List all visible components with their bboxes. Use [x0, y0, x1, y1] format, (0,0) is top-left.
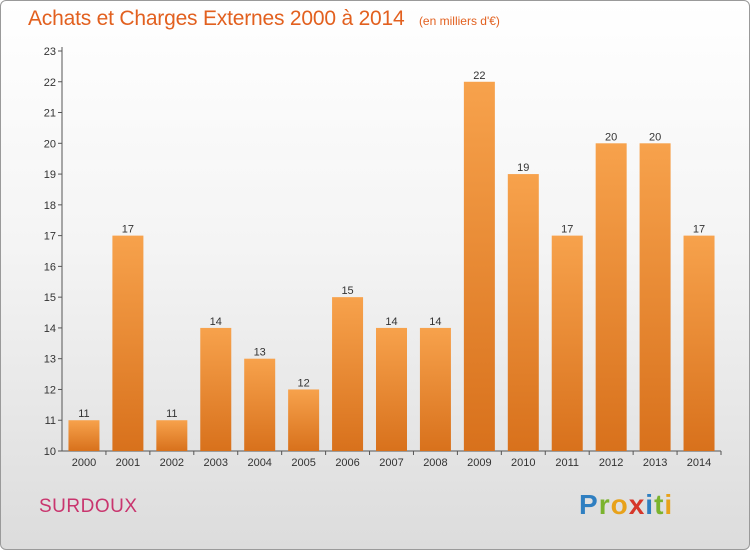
- data-label: 14: [210, 316, 222, 328]
- data-label: 19: [517, 162, 529, 174]
- x-tick-label: 2012: [599, 457, 623, 469]
- y-tick-label: 21: [44, 108, 56, 120]
- bar: [376, 327, 407, 451]
- logo-letter: r: [598, 489, 611, 520]
- x-tick-label: 2005: [291, 457, 315, 469]
- x-tick-label: 2013: [643, 457, 667, 469]
- x-tick-label: 2008: [423, 457, 447, 469]
- bar: [639, 143, 671, 452]
- x-tick-label: 2003: [204, 457, 228, 469]
- data-label: 11: [78, 408, 89, 420]
- y-tick-label: 13: [44, 354, 56, 366]
- y-tick-label: 15: [44, 292, 56, 304]
- chart-title: Achats et Charges Externes 2000 à 2014: [28, 7, 405, 30]
- y-tick-label: 14: [44, 323, 56, 335]
- x-tick-label: 2011: [555, 457, 579, 469]
- bar: [419, 327, 451, 451]
- bar: [244, 358, 276, 451]
- data-label: 11: [166, 408, 177, 420]
- data-label: 15: [341, 285, 353, 297]
- x-tick-label: 2000: [72, 457, 96, 469]
- y-tick-label: 23: [44, 46, 56, 58]
- bar: [595, 143, 627, 452]
- data-label: 17: [122, 224, 134, 236]
- data-label: 17: [561, 224, 573, 236]
- bar: [200, 327, 232, 451]
- data-label: 17: [693, 224, 705, 236]
- title-row: Achats et Charges Externes 2000 à 2014 (…: [28, 7, 500, 31]
- data-label: 12: [298, 377, 310, 389]
- data-label: 20: [605, 131, 617, 143]
- data-label: 14: [429, 316, 441, 328]
- y-tick-label: 19: [44, 169, 56, 181]
- data-label: 22: [473, 70, 485, 82]
- y-tick-label: 18: [44, 200, 56, 212]
- bar: [112, 235, 144, 451]
- logo-letter: i: [645, 489, 655, 520]
- y-tick-label: 11: [45, 415, 56, 427]
- data-labels: 11 17 11 14 13 12 15 14 14 22 19 17 20 20 17: [78, 70, 705, 420]
- bar: [68, 420, 100, 451]
- bar: [332, 297, 364, 451]
- bar: [156, 420, 188, 451]
- x-tick-label: 2004: [247, 457, 271, 469]
- logo-letter: P: [579, 489, 599, 520]
- x-tick-label: 2002: [160, 457, 184, 469]
- bar: [683, 235, 715, 451]
- x-tick-label: 2001: [116, 457, 140, 469]
- bars: [68, 81, 715, 452]
- bar: [507, 174, 539, 452]
- y-tick-label: 12: [44, 384, 56, 396]
- data-label: 13: [254, 347, 266, 359]
- x-tick-label: 2006: [335, 457, 359, 469]
- data-label: 14: [385, 316, 397, 328]
- y-tick-label: 10: [44, 446, 56, 458]
- bar: [288, 389, 320, 451]
- logo-letter: t: [654, 489, 665, 520]
- x-tick-label: 2007: [379, 457, 403, 469]
- y-tick-label: 20: [44, 138, 56, 150]
- proxiti-logo[interactable]: Proxiti: [579, 489, 673, 521]
- logo-letter: o: [610, 489, 629, 520]
- logo-letter: i: [664, 489, 674, 520]
- commune-name: SURDOUX: [39, 496, 138, 517]
- x-tick-label: 2014: [687, 457, 711, 469]
- y-tick-label: 16: [44, 261, 56, 273]
- x-tick-label: 2010: [511, 457, 535, 469]
- x-tick-label: 2009: [467, 457, 491, 469]
- chart-subtitle: (en milliers d'€): [418, 14, 500, 28]
- bar: [551, 235, 583, 451]
- data-label: 20: [649, 131, 661, 143]
- logo-letter: x: [628, 489, 646, 520]
- y-tick-label: 22: [44, 77, 56, 89]
- y-tick-label: 17: [44, 231, 56, 243]
- bar: [463, 81, 495, 452]
